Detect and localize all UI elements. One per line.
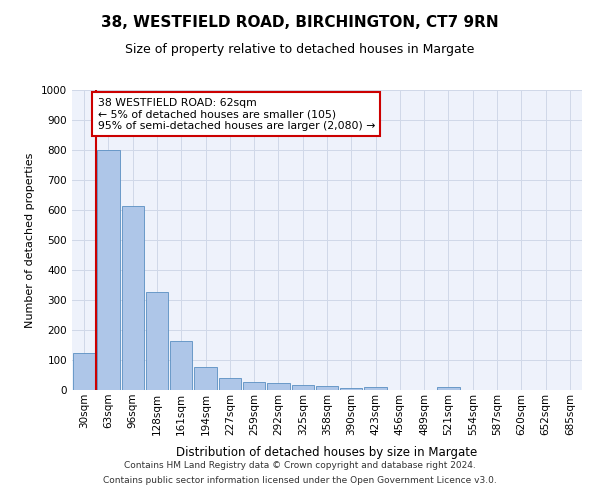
Bar xyxy=(194,366,217,390)
Text: 38 WESTFIELD ROAD: 62sqm
← 5% of detached houses are smaller (105)
95% of semi-d: 38 WESTFIELD ROAD: 62sqm ← 5% of detache… xyxy=(97,98,375,130)
X-axis label: Distribution of detached houses by size in Margate: Distribution of detached houses by size … xyxy=(176,446,478,459)
Bar xyxy=(218,378,241,390)
Bar xyxy=(316,386,338,390)
Bar xyxy=(340,388,362,390)
Bar xyxy=(122,206,144,390)
Bar xyxy=(146,292,168,390)
Bar xyxy=(97,150,119,390)
Bar xyxy=(292,385,314,390)
Bar xyxy=(73,352,95,390)
Bar xyxy=(243,382,265,390)
Bar xyxy=(364,387,387,390)
Bar xyxy=(437,387,460,390)
Text: Size of property relative to detached houses in Margate: Size of property relative to detached ho… xyxy=(125,42,475,56)
Bar xyxy=(267,384,290,390)
Y-axis label: Number of detached properties: Number of detached properties xyxy=(25,152,35,328)
Text: Contains public sector information licensed under the Open Government Licence v3: Contains public sector information licen… xyxy=(103,476,497,485)
Text: 38, WESTFIELD ROAD, BIRCHINGTON, CT7 9RN: 38, WESTFIELD ROAD, BIRCHINGTON, CT7 9RN xyxy=(101,15,499,30)
Bar xyxy=(170,342,193,390)
Text: Contains HM Land Registry data © Crown copyright and database right 2024.: Contains HM Land Registry data © Crown c… xyxy=(124,461,476,470)
